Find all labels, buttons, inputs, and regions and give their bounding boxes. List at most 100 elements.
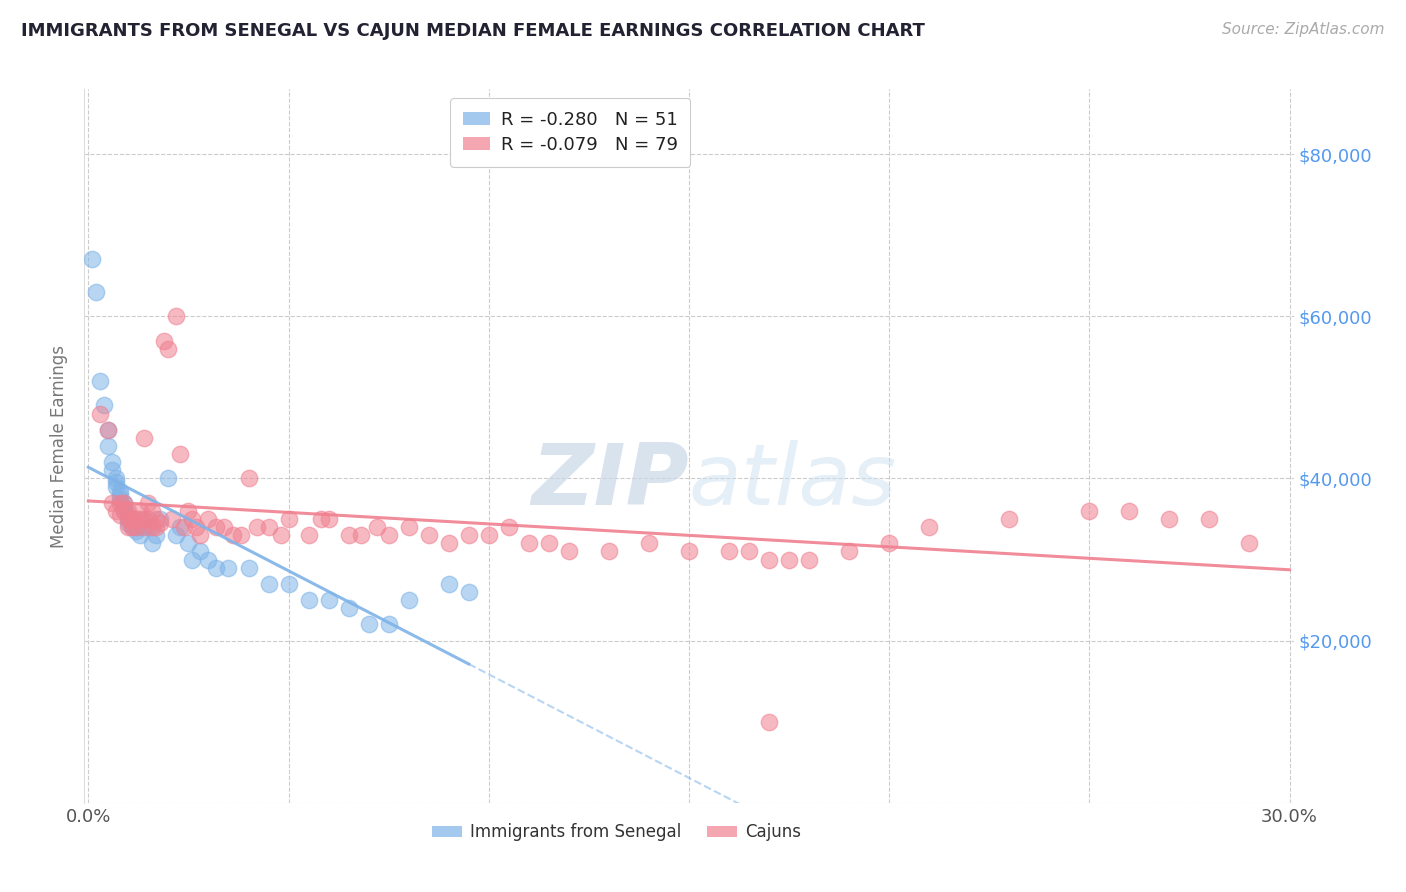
Point — [181, 512, 204, 526]
Point — [177, 536, 200, 550]
Point — [129, 504, 152, 518]
Point — [153, 334, 176, 348]
Point — [498, 520, 520, 534]
Point — [478, 528, 501, 542]
Point — [337, 528, 360, 542]
Point — [277, 512, 299, 526]
Point — [357, 617, 380, 632]
Point — [117, 512, 139, 526]
Point — [169, 520, 191, 534]
Point — [838, 544, 860, 558]
Point — [134, 520, 156, 534]
Point — [398, 520, 420, 534]
Point — [117, 512, 139, 526]
Point — [112, 504, 135, 518]
Point — [97, 439, 120, 453]
Text: IMMIGRANTS FROM SENEGAL VS CAJUN MEDIAN FEMALE EARNINGS CORRELATION CHART: IMMIGRANTS FROM SENEGAL VS CAJUN MEDIAN … — [21, 22, 925, 40]
Point — [112, 496, 135, 510]
Point — [205, 520, 228, 534]
Point — [121, 520, 143, 534]
Point — [598, 544, 620, 558]
Point — [877, 536, 900, 550]
Point — [418, 528, 440, 542]
Point — [337, 601, 360, 615]
Point — [110, 488, 132, 502]
Point — [138, 512, 160, 526]
Point — [110, 491, 132, 506]
Point — [245, 520, 267, 534]
Point — [318, 512, 340, 526]
Point — [270, 528, 292, 542]
Point — [141, 520, 163, 534]
Point — [221, 528, 243, 542]
Point — [1078, 504, 1101, 518]
Point — [457, 585, 479, 599]
Point — [758, 552, 780, 566]
Point — [141, 504, 163, 518]
Point — [105, 504, 128, 518]
Point — [145, 512, 167, 526]
Point — [717, 544, 740, 558]
Text: ZIP: ZIP — [531, 440, 689, 524]
Point — [257, 520, 280, 534]
Point — [197, 552, 219, 566]
Point — [437, 536, 460, 550]
Point — [129, 512, 152, 526]
Point — [125, 520, 148, 534]
Point — [97, 423, 120, 437]
Point — [112, 496, 135, 510]
Point — [457, 528, 479, 542]
Point — [129, 520, 152, 534]
Point — [1239, 536, 1261, 550]
Point — [1159, 512, 1181, 526]
Point — [297, 528, 319, 542]
Point — [377, 617, 399, 632]
Point — [121, 520, 143, 534]
Point — [89, 407, 111, 421]
Point — [117, 508, 139, 522]
Point — [177, 504, 200, 518]
Point — [205, 560, 228, 574]
Point — [89, 374, 111, 388]
Point — [297, 593, 319, 607]
Point — [105, 471, 128, 485]
Point — [738, 544, 761, 558]
Point — [277, 577, 299, 591]
Point — [214, 520, 236, 534]
Point — [1118, 504, 1140, 518]
Point — [105, 479, 128, 493]
Y-axis label: Median Female Earnings: Median Female Earnings — [51, 344, 69, 548]
Point — [134, 431, 156, 445]
Point — [165, 310, 187, 324]
Point — [157, 342, 180, 356]
Legend: Immigrants from Senegal, Cajuns: Immigrants from Senegal, Cajuns — [425, 817, 807, 848]
Point — [138, 496, 160, 510]
Point — [110, 496, 132, 510]
Point — [398, 593, 420, 607]
Point — [149, 512, 172, 526]
Point — [190, 544, 212, 558]
Point — [149, 516, 172, 530]
Point — [112, 504, 135, 518]
Point — [138, 520, 160, 534]
Point — [121, 512, 143, 526]
Point — [157, 471, 180, 485]
Point — [141, 536, 163, 550]
Point — [537, 536, 560, 550]
Point — [145, 528, 167, 542]
Point — [101, 496, 124, 510]
Point — [173, 520, 195, 534]
Point — [112, 500, 135, 514]
Text: atlas: atlas — [689, 440, 897, 524]
Point — [678, 544, 700, 558]
Point — [309, 512, 332, 526]
Point — [197, 512, 219, 526]
Point — [121, 512, 143, 526]
Point — [117, 516, 139, 530]
Point — [190, 528, 212, 542]
Point — [778, 552, 800, 566]
Point — [918, 520, 941, 534]
Point — [218, 560, 240, 574]
Point — [101, 463, 124, 477]
Point — [97, 423, 120, 437]
